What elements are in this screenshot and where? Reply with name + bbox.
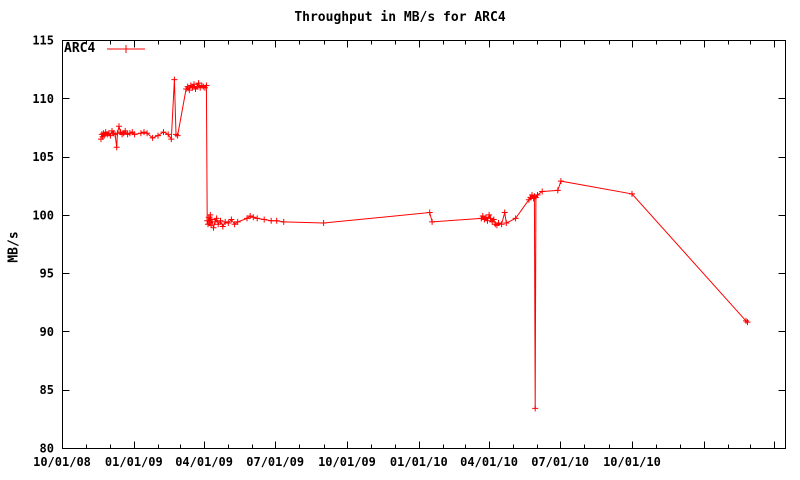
y-axis-label: MB/s [6,231,22,263]
y-tick-label: 85 [40,383,54,397]
x-tick-label: 01/01/09 [105,455,163,469]
y-tick-label: 95 [40,267,54,281]
y-tick-label: 115 [32,34,54,48]
plot-border [62,40,786,449]
series-line-arc4 [100,79,748,409]
legend-sample-line [107,44,146,53]
x-tick-label: 10/01/10 [603,455,661,469]
axes [62,40,786,449]
tick-labels: 10/01/08 01/01/09 04/01/09 07/01/09 10/01/09… [32,34,661,470]
x-tick-label: 10/01/08 [33,455,91,469]
x-tick-label: 04/01/10 [460,455,518,469]
y-tick-label: 90 [40,325,54,339]
x-tick-label: 04/01/09 [175,455,233,469]
y-tick-label: 100 [32,208,54,222]
x-tick-label: 01/01/10 [390,455,448,469]
x-tick-label: 07/01/09 [246,455,304,469]
x-tick-label: 07/01/10 [531,455,589,469]
y-tick-label: 110 [32,92,54,106]
y-tick-label: 105 [32,150,54,164]
y-tick-label: 80 [40,442,54,456]
chart-title: Throughput in MB/s for ARC4 [294,10,506,25]
legend: ARC4 [64,41,146,56]
series-markers-arc4 [98,76,751,412]
x-tick-label: 10/01/09 [318,455,376,469]
legend-entry-arc4: ARC4 [64,41,96,56]
